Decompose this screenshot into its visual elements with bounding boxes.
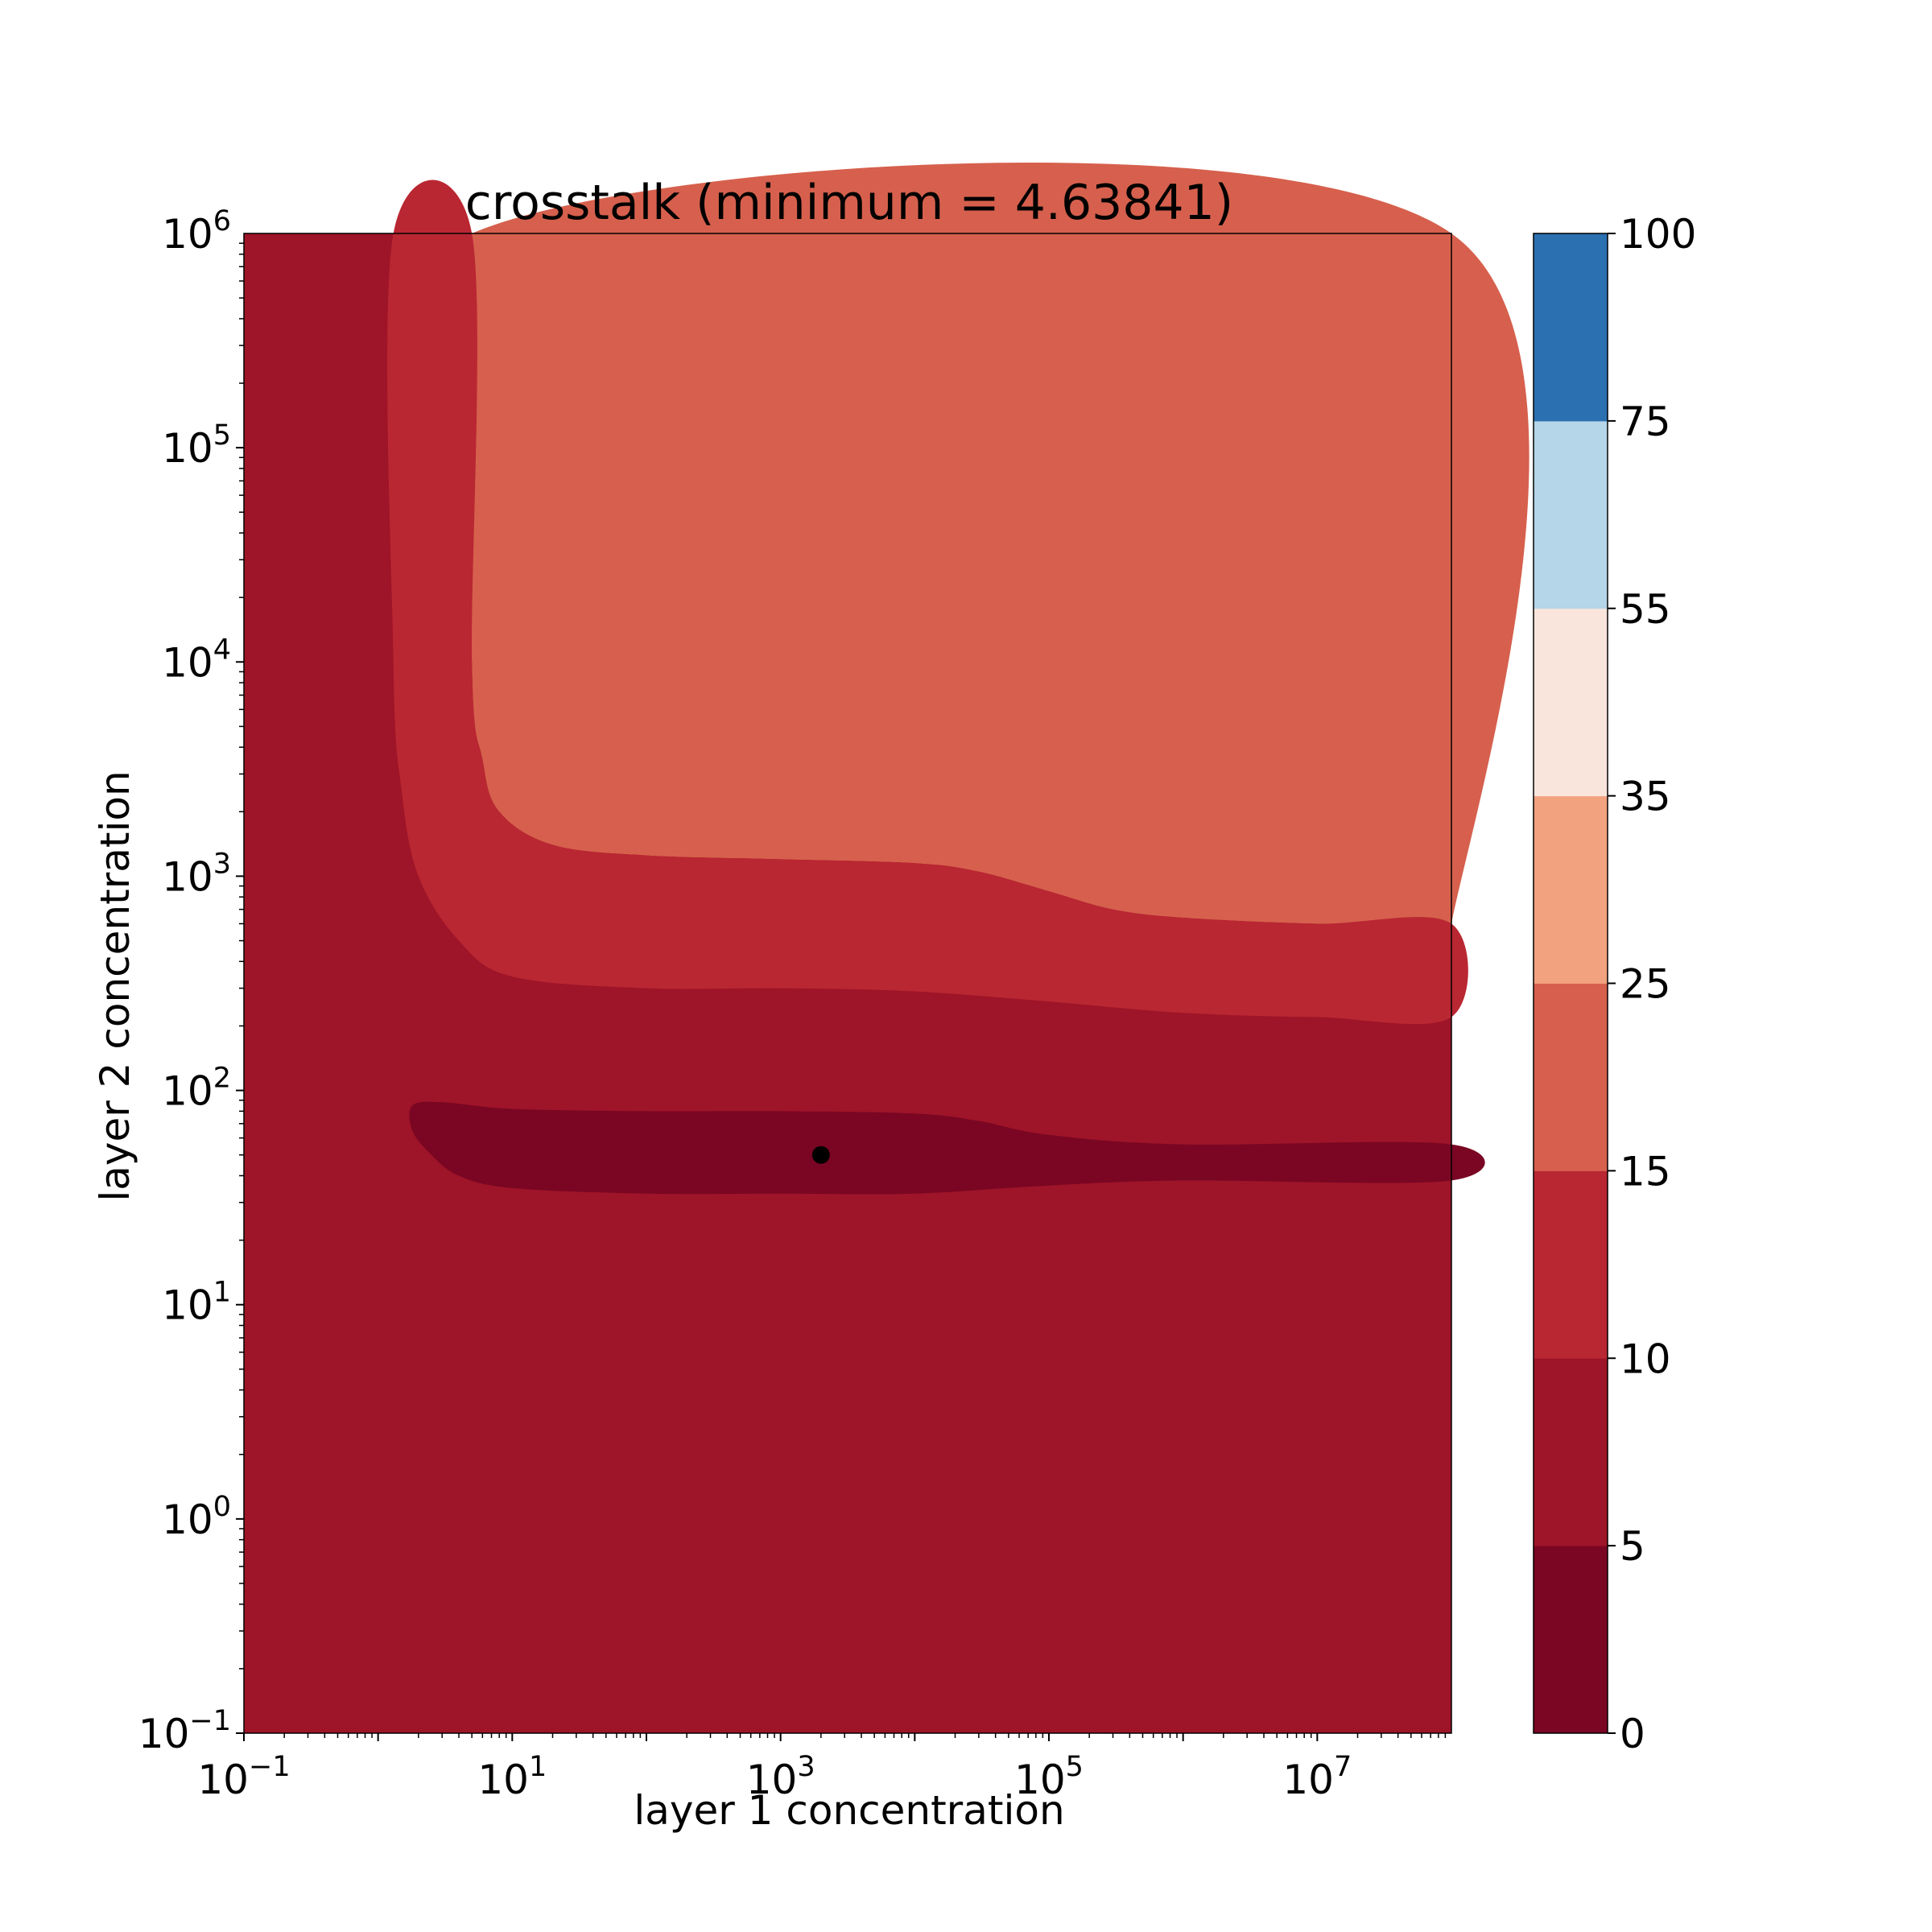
colorbar-tick-label: 75 [1620,398,1671,445]
x-tick-label: 101 [477,1751,547,1803]
colorbar-band [1534,233,1608,422]
colorbar-tick-label: 100 [1620,211,1696,258]
colorbar-tick-label: 10 [1620,1335,1671,1382]
x-tick-label: 105 [1014,1751,1084,1803]
x-axis-label: layer 1 concentration [634,1787,1064,1834]
colorbar-tick-label: 25 [1620,961,1671,1008]
colorbar-band [1534,795,1608,984]
plot-frame [243,233,1452,1734]
x-tick-label: 103 [746,1751,815,1803]
y-tick-label: 102 [162,1063,231,1115]
colorbar-tick-label: 15 [1620,1148,1671,1195]
plot-area [243,162,1530,1734]
contour-band-0-5 [409,1101,1485,1195]
y-tick-label: 10−1 [138,1705,231,1757]
contour-band-10-15 [387,180,1468,1025]
colorbar-tick-label: 5 [1620,1523,1645,1570]
chart-title: crosstalk (minimum = 4.63841) [465,175,1233,231]
colorbar-band [1534,608,1608,797]
minimum-point-marker [811,1146,830,1164]
x-tick-label: 10−1 [197,1751,290,1803]
y-tick-label: 100 [162,1491,231,1543]
colorbar-band [1534,420,1608,609]
x-tick-label: 107 [1282,1751,1352,1803]
colorbar-band [1534,983,1608,1171]
y-axis-label: layer 2 concentration [92,770,138,1201]
x-axis-ticks: 10−1 101 103 105 107 [197,1733,1447,1803]
colorbar-band [1534,1170,1608,1359]
colorbar-tick-label: 35 [1620,774,1671,820]
colorbar-band [1534,1546,1608,1734]
colorbar: 0 5 10 15 25 35 55 75 100 [1533,211,1696,1757]
y-axis-ticks: 10−1 100 101 102 103 104 105 106 [138,205,244,1757]
y-tick-label: 104 [162,634,231,686]
y-tick-label: 101 [162,1277,231,1329]
y-tick-label: 106 [162,205,231,258]
contour-band-15-25 [398,162,1530,976]
y-tick-label: 103 [162,848,231,900]
colorbar-band [1534,1358,1608,1546]
y-tick-label: 105 [162,419,231,472]
colorbar-tick-label: 0 [1620,1711,1645,1757]
colorbar-tick-label: 55 [1620,586,1671,633]
